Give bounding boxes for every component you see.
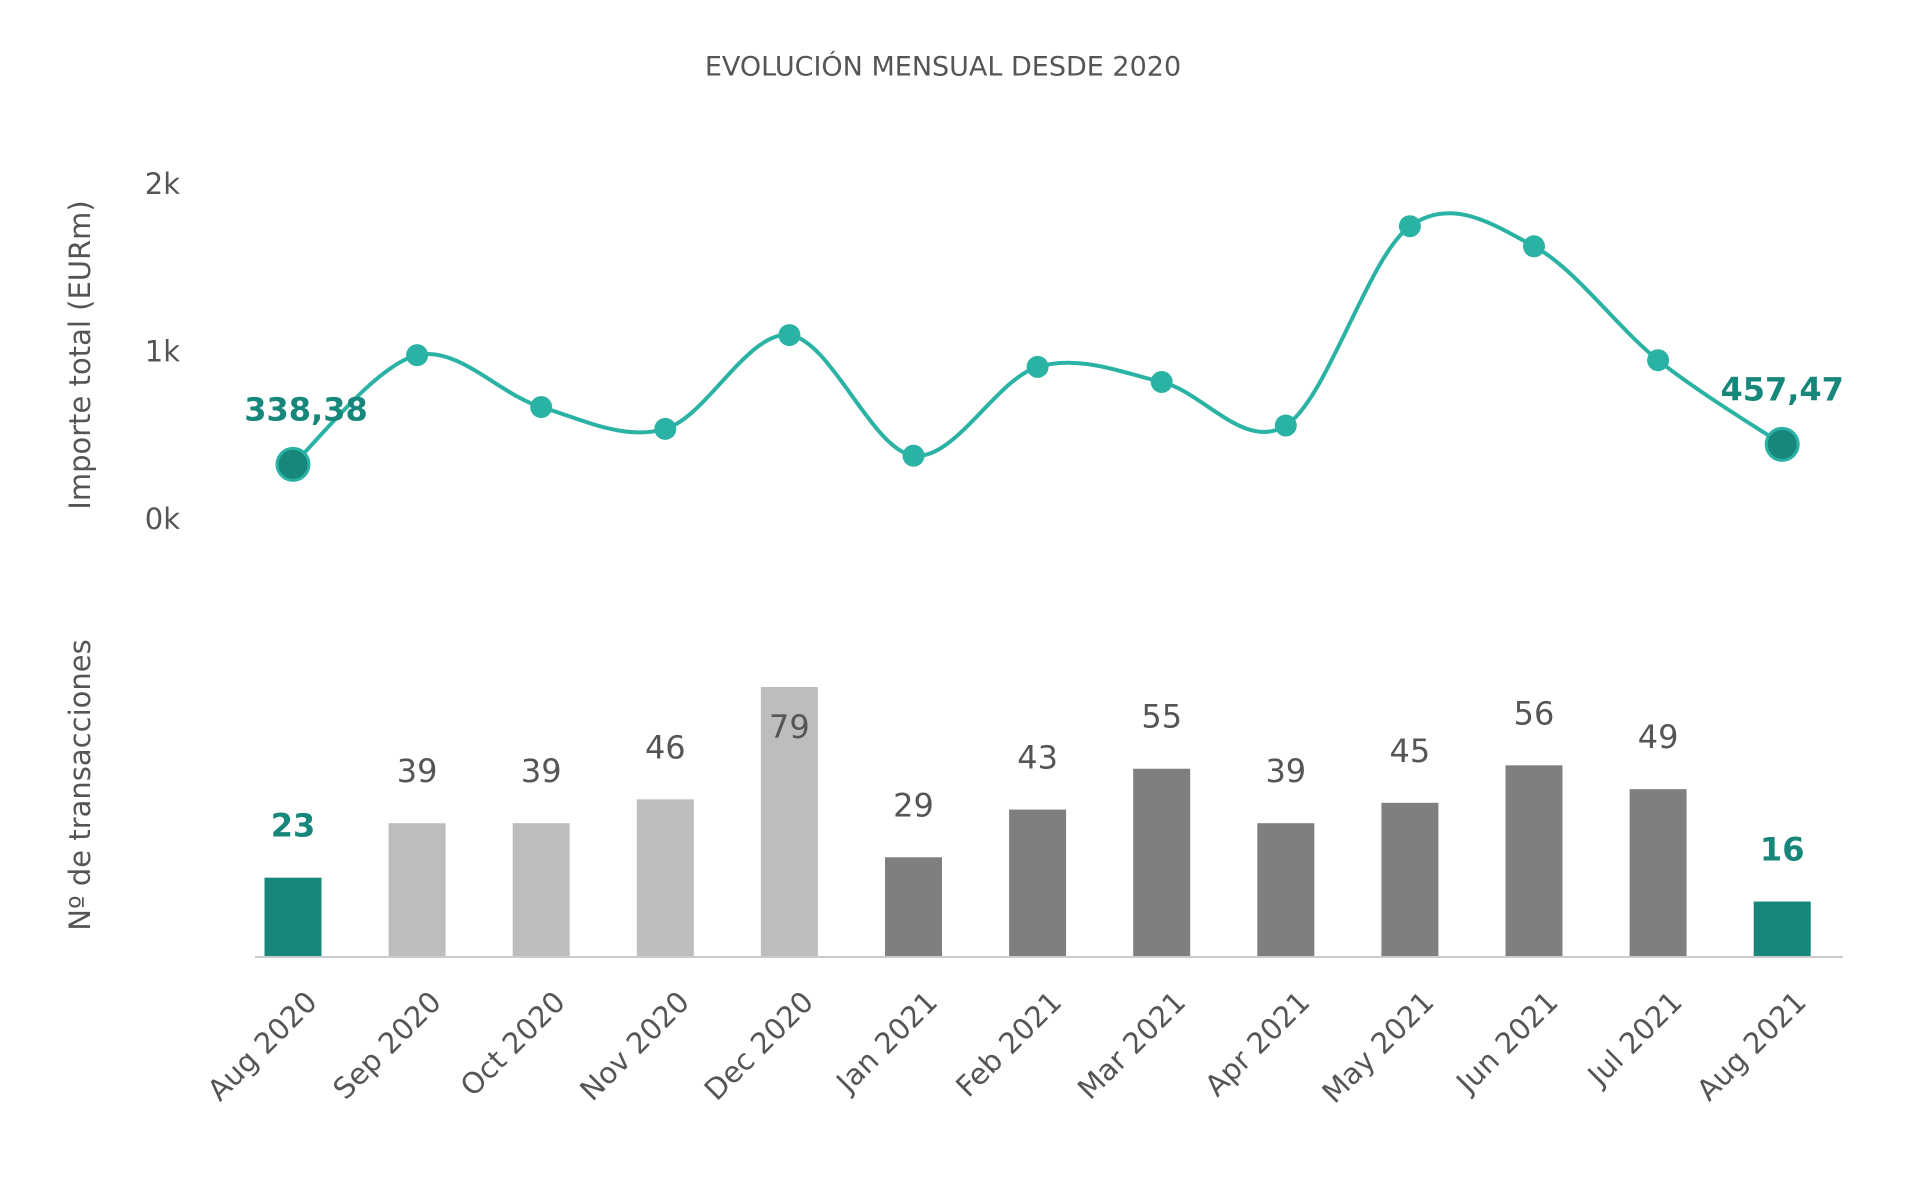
- data-label: 39: [397, 752, 438, 790]
- y-tick-label: 1k: [145, 335, 180, 369]
- x-tick-label: Sep 2020: [326, 985, 447, 1106]
- y-axis-label: Nº de transacciones: [63, 639, 97, 930]
- bar: [1133, 768, 1191, 956]
- x-tick-label: Feb 2021: [949, 985, 1068, 1104]
- point: [406, 344, 429, 367]
- y-tick-label: 0k: [145, 502, 180, 536]
- point: [1150, 370, 1173, 393]
- x-tick-label: Jun 2021: [1448, 985, 1564, 1101]
- bar: [388, 823, 446, 956]
- point: [530, 396, 553, 419]
- bar: [1629, 789, 1687, 956]
- x-tick-label: Mar 2021: [1071, 985, 1192, 1106]
- data-label: 16: [1760, 831, 1805, 869]
- data-label: 23: [271, 807, 316, 845]
- bar: [1257, 823, 1315, 956]
- x-tick-label: Aug 2020: [201, 985, 324, 1108]
- point: [1647, 349, 1670, 372]
- point: [1523, 235, 1545, 258]
- x-tick-label: Nov 2020: [573, 985, 696, 1108]
- data-label: 338,38: [244, 390, 367, 428]
- x-tick-label: Dec 2020: [698, 985, 820, 1107]
- data-label: 79: [769, 708, 810, 746]
- point: [1398, 215, 1421, 238]
- x-tick-label: May 2021: [1315, 985, 1440, 1110]
- data-label: 43: [1017, 739, 1058, 777]
- data-label: 45: [1390, 732, 1431, 770]
- bar: [636, 799, 694, 956]
- point: [654, 417, 677, 440]
- point: [1764, 426, 1800, 462]
- bar: [1381, 802, 1439, 956]
- data-label: 457,47: [1720, 370, 1843, 408]
- line: [291, 211, 1784, 466]
- data-label: 39: [1265, 752, 1306, 790]
- data-label: 55: [1141, 698, 1182, 736]
- y-axis-label: Importe total (EURm): [63, 200, 97, 509]
- chart-title: EVOLUCIÓN MENSUAL DESDE 2020: [705, 51, 1181, 83]
- point: [778, 324, 801, 347]
- data-label: 56: [1514, 694, 1555, 732]
- x-tick-label: Aug 2021: [1690, 985, 1813, 1108]
- x-tick-label: Jul 2021: [1580, 985, 1689, 1094]
- data-label: 29: [893, 786, 934, 824]
- bar: [760, 687, 818, 956]
- bar: [1505, 765, 1563, 956]
- y-tick-label: 2k: [145, 167, 180, 201]
- data-label: 49: [1638, 718, 1679, 756]
- bar: [885, 857, 942, 956]
- point: [275, 446, 311, 482]
- bar: [1753, 901, 1811, 956]
- bar: [264, 877, 322, 956]
- data-label: 39: [521, 752, 562, 790]
- x-tick-label: Apr 2021: [1198, 985, 1316, 1103]
- bar: [1009, 809, 1067, 956]
- point: [1026, 355, 1049, 378]
- x-tick-label: Jan 2021: [828, 985, 944, 1101]
- x-tick-label: Oct 2020: [454, 985, 572, 1103]
- point: [902, 444, 925, 467]
- point: [1274, 414, 1297, 437]
- data-label: 46: [645, 728, 686, 766]
- bar: [512, 823, 570, 956]
